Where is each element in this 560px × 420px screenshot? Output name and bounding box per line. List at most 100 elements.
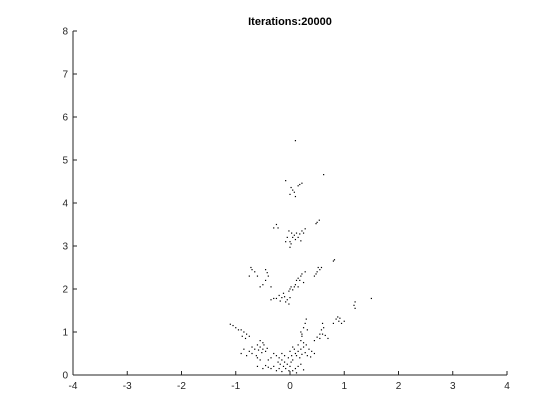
data-point	[305, 318, 307, 320]
data-point	[277, 227, 279, 229]
data-point	[292, 189, 294, 191]
data-point	[295, 279, 298, 281]
data-point	[299, 233, 301, 235]
data-point	[302, 327, 305, 329]
data-point	[241, 335, 243, 337]
data-point	[281, 297, 283, 299]
data-point	[305, 344, 307, 346]
data-point	[240, 329, 242, 331]
data-point	[243, 331, 245, 333]
data-point	[297, 286, 299, 288]
data-point	[275, 355, 278, 357]
data-point	[285, 241, 287, 243]
data-point	[354, 307, 356, 309]
data-point	[285, 301, 287, 303]
data-point	[281, 352, 283, 355]
scatter-points	[229, 140, 372, 374]
data-point	[294, 367, 297, 370]
data-point	[299, 183, 301, 186]
data-point	[343, 320, 345, 322]
data-point	[285, 180, 287, 182]
x-tick-label: -2	[177, 381, 186, 392]
x-tick-label: 4	[504, 381, 510, 392]
data-point	[304, 271, 306, 273]
data-point	[301, 273, 303, 275]
data-point	[282, 365, 285, 367]
x-tick-label: 1	[341, 381, 347, 392]
data-point	[262, 342, 264, 344]
data-point	[281, 359, 283, 361]
data-point	[264, 269, 267, 271]
data-point	[318, 219, 320, 221]
data-point	[244, 337, 247, 340]
data-point	[267, 359, 269, 361]
data-point	[291, 355, 293, 357]
data-point	[235, 327, 237, 329]
data-point	[248, 275, 250, 277]
data-point	[281, 370, 283, 373]
data-point	[259, 286, 261, 288]
data-point	[304, 228, 306, 230]
data-point	[290, 361, 292, 363]
axes	[72, 31, 507, 376]
y-tick-label: 4	[62, 199, 68, 210]
data-point	[237, 329, 240, 331]
data-point	[262, 348, 264, 350]
data-point	[286, 236, 288, 238]
data-point	[327, 337, 329, 340]
y-tick-label: 3	[62, 242, 68, 253]
y-tick-label: 0	[62, 371, 68, 382]
data-point	[316, 271, 318, 273]
data-point	[295, 232, 298, 234]
data-point	[321, 322, 324, 324]
data-point	[315, 273, 317, 275]
data-point	[267, 366, 269, 368]
data-point	[254, 348, 256, 350]
data-point	[288, 290, 290, 292]
data-point	[283, 355, 286, 357]
data-point	[259, 346, 261, 348]
data-point	[292, 289, 294, 291]
data-point	[319, 333, 321, 335]
data-point	[243, 348, 245, 350]
data-point	[340, 322, 343, 324]
data-point	[290, 186, 292, 189]
data-point	[292, 359, 294, 361]
data-point	[256, 275, 259, 277]
data-point	[301, 333, 303, 335]
y-tick-label: 2	[62, 285, 68, 296]
data-point	[300, 331, 302, 333]
data-point	[287, 357, 289, 359]
y-tick-label: 8	[62, 27, 68, 38]
data-point	[286, 363, 288, 365]
x-tick-label: 3	[450, 381, 456, 392]
data-point	[275, 223, 278, 226]
data-point	[288, 303, 290, 305]
y-tick-label: 5	[62, 156, 68, 167]
data-point	[246, 333, 248, 335]
data-point	[283, 296, 286, 298]
data-point	[304, 352, 306, 354]
data-point	[299, 279, 301, 281]
data-point	[295, 372, 298, 374]
data-point	[278, 294, 280, 297]
data-point	[294, 238, 297, 241]
data-point	[289, 288, 291, 290]
data-point	[278, 357, 280, 359]
data-point	[333, 259, 336, 261]
data-point	[275, 370, 278, 372]
data-point	[289, 246, 291, 248]
data-point	[291, 232, 293, 234]
data-point	[300, 275, 302, 277]
data-point	[248, 335, 250, 337]
data-point	[248, 350, 250, 352]
data-point	[259, 340, 261, 342]
data-point	[332, 260, 334, 262]
data-point	[297, 344, 299, 346]
data-point	[256, 357, 259, 359]
data-point	[293, 191, 295, 193]
data-point	[282, 292, 285, 294]
data-point	[254, 271, 256, 273]
data-point	[301, 335, 303, 337]
data-point	[321, 333, 324, 335]
